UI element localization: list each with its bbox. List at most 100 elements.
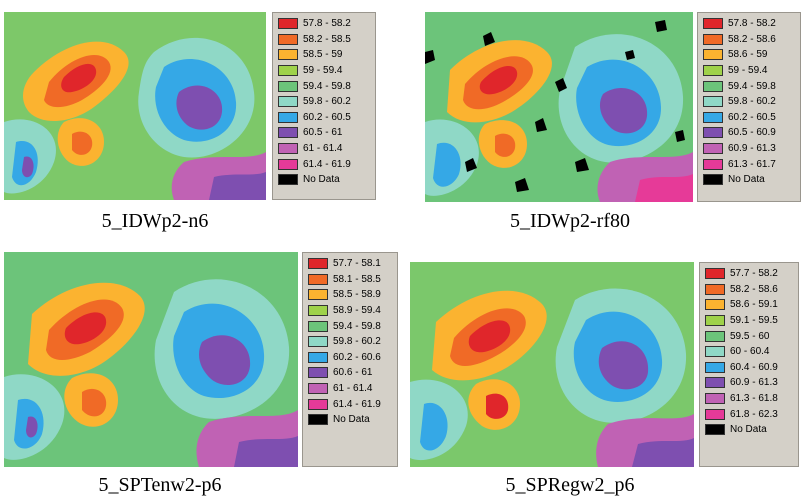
legend-item: No Data bbox=[308, 412, 394, 428]
legend-swatch bbox=[278, 158, 298, 170]
legend-label: 57.7 - 58.2 bbox=[730, 268, 778, 280]
legend-item: 59.4 - 59.8 bbox=[308, 318, 394, 334]
legend-item: 60.2 - 60.6 bbox=[308, 350, 394, 366]
legend-swatch bbox=[703, 49, 723, 61]
legend-label: 60.9 - 61.3 bbox=[730, 377, 778, 389]
legend-label: 57.8 - 58.2 bbox=[303, 18, 351, 30]
map-caption: 5_IDWp2-rf80 bbox=[510, 210, 630, 232]
legend-label: 60.2 - 60.6 bbox=[333, 351, 381, 363]
legend-swatch bbox=[703, 96, 723, 108]
legend-item: 57.7 - 58.2 bbox=[705, 266, 795, 282]
legend-label: 58.9 - 59.4 bbox=[333, 305, 381, 317]
legend-label: 59.4 - 59.8 bbox=[333, 320, 381, 332]
interpolated-map bbox=[410, 262, 694, 467]
legend-swatch bbox=[308, 289, 328, 301]
legend-item: 59.8 - 60.2 bbox=[278, 94, 372, 110]
legend-item: 58.2 - 58.5 bbox=[278, 32, 372, 48]
legend-label: 59.8 - 60.2 bbox=[333, 336, 381, 348]
legend-label: 60.5 - 60.9 bbox=[728, 127, 776, 139]
legend-label: 60.2 - 60.5 bbox=[728, 111, 776, 123]
legend-label: 58.5 - 59 bbox=[303, 49, 343, 61]
interpolated-map bbox=[425, 12, 693, 202]
map-legend: 57.7 - 58.1 58.1 - 58.5 58.5 - 58.9 58.9 - … bbox=[302, 252, 398, 467]
legend-swatch bbox=[705, 361, 725, 373]
legend-label: No Data bbox=[333, 414, 370, 426]
legend-item: 57.8 - 58.2 bbox=[703, 16, 797, 32]
legend-swatch bbox=[703, 158, 723, 170]
legend-swatch bbox=[705, 346, 725, 358]
legend-swatch bbox=[703, 127, 723, 139]
map-legend: 57.8 - 58.2 58.2 - 58.5 58.5 - 59 59 - 59.4… bbox=[272, 12, 376, 200]
legend-label: 59 - 59.4 bbox=[303, 65, 343, 77]
legend-label: No Data bbox=[303, 174, 340, 186]
legend-item: 58.6 - 59.1 bbox=[705, 297, 795, 313]
map-caption: 5_SPTenw2-p6 bbox=[98, 474, 222, 496]
legend-swatch bbox=[705, 377, 725, 389]
legend-swatch bbox=[703, 174, 723, 186]
legend-item: No Data bbox=[703, 172, 797, 188]
legend-swatch bbox=[705, 408, 725, 420]
legend-swatch bbox=[703, 111, 723, 123]
legend-item: No Data bbox=[705, 422, 795, 438]
legend-item: 59.8 - 60.2 bbox=[703, 94, 797, 110]
legend-label: 59.5 - 60 bbox=[730, 330, 770, 342]
legend-item: 57.7 - 58.1 bbox=[308, 256, 394, 272]
legend-swatch bbox=[308, 414, 328, 426]
legend-item: 60.5 - 61 bbox=[278, 125, 372, 141]
legend-swatch bbox=[308, 383, 328, 395]
legend-swatch bbox=[278, 80, 298, 92]
legend-item: 59.8 - 60.2 bbox=[308, 334, 394, 350]
legend-item: 60.2 - 60.5 bbox=[278, 110, 372, 126]
legend-label: 59.1 - 59.5 bbox=[730, 315, 778, 327]
legend-swatch bbox=[705, 393, 725, 405]
legend-item: 57.8 - 58.2 bbox=[278, 16, 372, 32]
map-legend: 57.7 - 58.2 58.2 - 58.6 58.6 - 59.1 59.1 - … bbox=[699, 262, 799, 467]
legend-swatch bbox=[705, 268, 725, 280]
legend-label: 60.6 - 61 bbox=[333, 367, 373, 379]
legend-swatch bbox=[278, 18, 298, 30]
legend-swatch bbox=[278, 33, 298, 45]
legend-label: 59.4 - 59.8 bbox=[303, 80, 351, 92]
legend-label: No Data bbox=[730, 424, 767, 436]
legend-swatch bbox=[278, 111, 298, 123]
legend-swatch bbox=[278, 65, 298, 77]
map-caption: 5_SPRegw2_p6 bbox=[505, 474, 635, 496]
legend-swatch bbox=[278, 174, 298, 186]
legend-swatch bbox=[703, 65, 723, 77]
legend-label: 60.2 - 60.5 bbox=[303, 111, 351, 123]
legend-item: 60 - 60.4 bbox=[705, 344, 795, 360]
legend-swatch bbox=[705, 283, 725, 295]
legend-label: 58.1 - 58.5 bbox=[333, 273, 381, 285]
legend-item: 59.4 - 59.8 bbox=[703, 78, 797, 94]
legend-item: 59.5 - 60 bbox=[705, 328, 795, 344]
legend-swatch bbox=[705, 330, 725, 342]
legend-label: 61.4 - 61.9 bbox=[333, 398, 381, 410]
legend-label: 58.2 - 58.6 bbox=[728, 33, 776, 45]
legend-swatch bbox=[705, 315, 725, 327]
legend-swatch bbox=[278, 127, 298, 139]
legend-item: 61.4 - 61.9 bbox=[308, 396, 394, 412]
legend-swatch bbox=[308, 320, 328, 332]
legend-rows: 57.7 - 58.2 58.2 - 58.6 58.6 - 59.1 59.1 - … bbox=[705, 266, 795, 438]
map-caption: 5_IDWp2-n6 bbox=[101, 210, 209, 232]
legend-item: 61.3 - 61.8 bbox=[705, 391, 795, 407]
legend-rows: 57.7 - 58.1 58.1 - 58.5 58.5 - 58.9 58.9 - … bbox=[308, 256, 394, 428]
legend-label: 58.6 - 59.1 bbox=[730, 299, 778, 311]
legend-item: 58.6 - 59 bbox=[703, 47, 797, 63]
legend-swatch bbox=[308, 351, 328, 363]
legend-swatch bbox=[308, 273, 328, 285]
legend-item: 61 - 61.4 bbox=[308, 381, 394, 397]
legend-swatch bbox=[308, 305, 328, 317]
legend-swatch bbox=[308, 258, 328, 270]
legend-swatch bbox=[703, 18, 723, 30]
legend-label: 61.3 - 61.8 bbox=[730, 393, 778, 405]
legend-label: 61.3 - 61.7 bbox=[728, 158, 776, 170]
legend-label: 60.9 - 61.3 bbox=[728, 143, 776, 155]
map-legend: 57.8 - 58.2 58.2 - 58.6 58.6 - 59 59 - 59.4… bbox=[697, 12, 801, 202]
legend-item: 61.8 - 62.3 bbox=[705, 406, 795, 422]
legend-item: 60.9 - 61.3 bbox=[705, 375, 795, 391]
legend-swatch bbox=[308, 398, 328, 410]
legend-swatch bbox=[278, 49, 298, 61]
legend-swatch bbox=[705, 299, 725, 311]
legend-label: 58.5 - 58.9 bbox=[333, 289, 381, 301]
